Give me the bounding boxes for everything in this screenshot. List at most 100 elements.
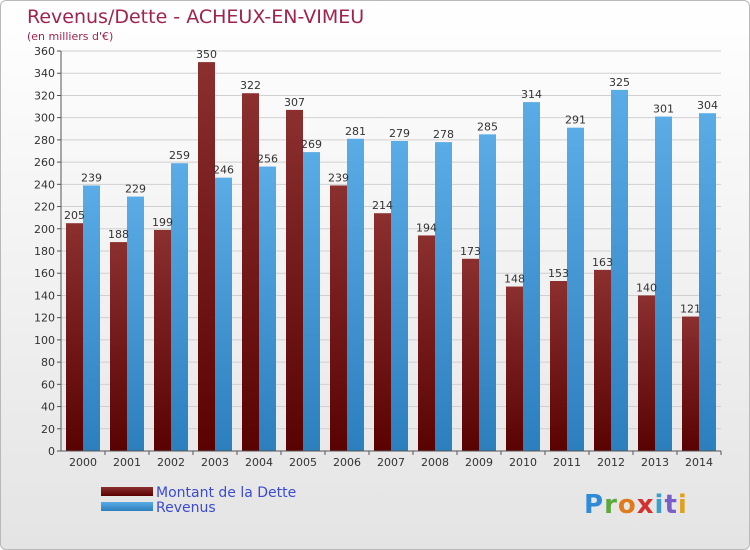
data-label-debt: 121 bbox=[680, 303, 701, 316]
data-label-debt: 199 bbox=[152, 216, 173, 229]
x-tick-label: 2006 bbox=[333, 456, 361, 469]
bar-debt bbox=[418, 235, 435, 451]
y-tick-label: 340 bbox=[34, 67, 55, 80]
bar-debt bbox=[330, 185, 347, 451]
bar-revenue bbox=[215, 177, 232, 451]
x-tick-label: 2001 bbox=[113, 456, 141, 469]
y-tick-label: 40 bbox=[41, 401, 55, 414]
y-tick-label: 140 bbox=[34, 289, 55, 302]
data-label-debt: 307 bbox=[284, 96, 305, 109]
legend-swatch-debt bbox=[101, 487, 153, 496]
bar-debt bbox=[682, 316, 699, 451]
data-label-revenue: 256 bbox=[257, 153, 278, 166]
y-tick-label: 0 bbox=[48, 445, 55, 458]
data-label-revenue: 259 bbox=[169, 149, 190, 162]
x-tick-label: 2004 bbox=[245, 456, 273, 469]
data-label-revenue: 229 bbox=[125, 183, 146, 196]
data-label-revenue: 278 bbox=[433, 128, 454, 141]
bar-debt bbox=[374, 213, 391, 451]
logo-letter: i bbox=[677, 490, 688, 520]
data-label-debt: 148 bbox=[504, 273, 525, 286]
data-label-debt: 322 bbox=[240, 79, 261, 92]
bar-revenue bbox=[567, 127, 584, 452]
x-tick-label: 2005 bbox=[289, 456, 317, 469]
data-label-revenue: 325 bbox=[609, 76, 630, 89]
x-tick-label: 2003 bbox=[201, 456, 229, 469]
bar-revenue bbox=[127, 196, 144, 451]
bar-revenue bbox=[523, 102, 540, 451]
y-tick-label: 100 bbox=[34, 334, 55, 347]
x-tick-label: 2000 bbox=[69, 456, 97, 469]
data-label-revenue: 304 bbox=[697, 99, 718, 112]
bars bbox=[66, 62, 716, 452]
data-labels: 205 239 188 229 199 259 350 246 322 256 307 269 239 2… bbox=[64, 48, 718, 315]
legend-swatch-revenue bbox=[101, 502, 153, 511]
chart-title: Revenus/Dette - ACHEUX-EN-VIMEU bbox=[27, 6, 365, 28]
y-tick-label: 160 bbox=[34, 267, 55, 280]
bar-revenue bbox=[171, 163, 188, 451]
proxiti-logo: Proxiti bbox=[584, 490, 688, 520]
data-label-debt: 194 bbox=[416, 221, 437, 234]
x-tick-label: 2013 bbox=[641, 456, 669, 469]
bar-revenue bbox=[699, 113, 716, 451]
y-tick-label: 280 bbox=[34, 134, 55, 147]
bar-debt bbox=[242, 93, 259, 451]
data-label-debt: 205 bbox=[64, 209, 85, 222]
y-tick-label: 60 bbox=[41, 378, 55, 391]
data-label-revenue: 301 bbox=[653, 103, 674, 116]
logo-letter: i bbox=[654, 490, 665, 520]
bar-revenue bbox=[611, 89, 628, 451]
data-label-revenue: 246 bbox=[213, 164, 234, 177]
bar-revenue bbox=[259, 166, 276, 452]
data-label-debt: 350 bbox=[196, 48, 217, 61]
bar-revenue bbox=[479, 134, 496, 452]
data-label-debt: 153 bbox=[548, 267, 569, 280]
data-label-revenue: 314 bbox=[521, 88, 542, 101]
x-tick-label: 2007 bbox=[377, 456, 405, 469]
legend-label-debt: Montant de la Dette bbox=[156, 485, 297, 501]
x-tick-label: 2010 bbox=[509, 456, 537, 469]
data-label-revenue: 291 bbox=[565, 114, 586, 127]
bar-debt bbox=[550, 281, 567, 451]
y-tick-label: 240 bbox=[34, 178, 55, 191]
bar-revenue bbox=[83, 185, 100, 451]
data-label-debt: 214 bbox=[372, 199, 393, 212]
bar-debt bbox=[154, 229, 171, 451]
logo-letter: t bbox=[664, 490, 678, 520]
x-tick-label: 2009 bbox=[465, 456, 493, 469]
bar-revenue bbox=[655, 116, 672, 452]
data-label-debt: 140 bbox=[636, 281, 657, 294]
bar-revenue bbox=[391, 141, 408, 451]
bar-debt bbox=[506, 286, 523, 451]
x-axis-ticks: 2000 2001 2002 2003 2004 2005 2006 2007 2008 2009… bbox=[69, 451, 722, 469]
y-tick-label: 300 bbox=[34, 112, 55, 125]
y-tick-label: 80 bbox=[41, 356, 55, 369]
logo-letter: x bbox=[636, 490, 655, 520]
bar-debt bbox=[198, 62, 215, 451]
data-label-debt: 163 bbox=[592, 256, 613, 269]
data-label-revenue: 285 bbox=[477, 120, 498, 133]
data-label-debt: 188 bbox=[108, 228, 129, 241]
bar-debt bbox=[110, 242, 127, 451]
bar-debt bbox=[66, 223, 83, 451]
logo-letter: P bbox=[584, 490, 605, 520]
data-label-revenue: 279 bbox=[389, 127, 410, 140]
bar-revenue bbox=[435, 142, 452, 451]
data-label-revenue: 269 bbox=[301, 138, 322, 151]
x-tick-label: 2011 bbox=[553, 456, 581, 469]
y-tick-label: 180 bbox=[34, 245, 55, 258]
y-tick-label: 260 bbox=[34, 156, 55, 169]
chart-subtitle: (en milliers d'€) bbox=[27, 30, 114, 43]
data-label-debt: 173 bbox=[460, 245, 481, 258]
data-label-revenue: 239 bbox=[81, 171, 102, 184]
data-label-debt: 239 bbox=[328, 171, 349, 184]
data-label-revenue: 281 bbox=[345, 125, 366, 138]
y-tick-label: 220 bbox=[34, 201, 55, 214]
bar-revenue bbox=[347, 138, 364, 451]
y-axis-ticks: 0 20 40 60 80 100 120 140 160 180 200 220 240 260 280 3… bbox=[34, 45, 61, 458]
y-tick-label: 320 bbox=[34, 89, 55, 102]
y-tick-label: 20 bbox=[41, 423, 55, 436]
x-tick-label: 2014 bbox=[685, 456, 713, 469]
y-tick-label: 200 bbox=[34, 223, 55, 236]
